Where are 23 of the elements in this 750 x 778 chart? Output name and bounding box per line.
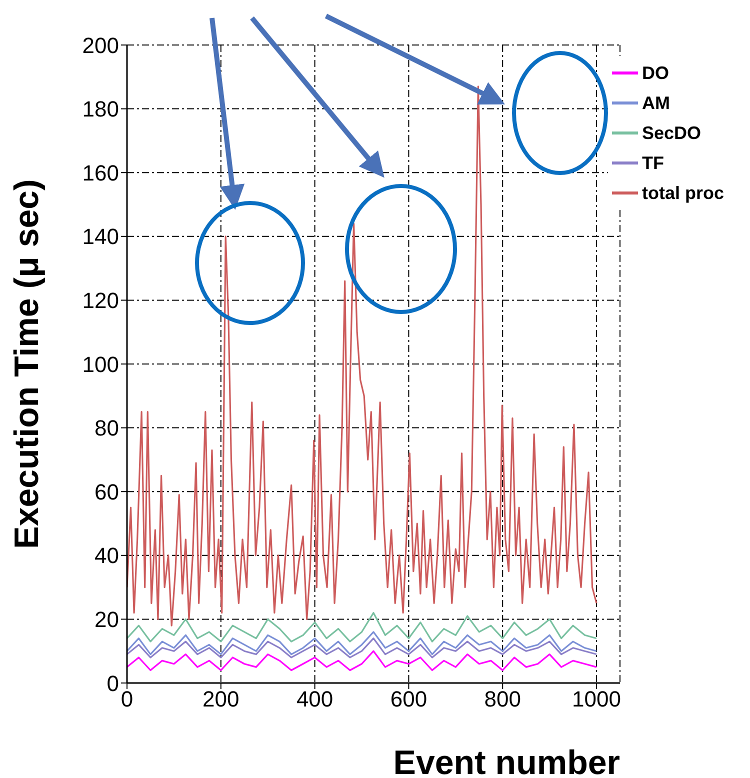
y-tick-label: 160 — [82, 160, 119, 186]
y-tick-label: 40 — [94, 543, 119, 568]
legend-label: DO — [642, 62, 669, 84]
x-tick-label: 800 — [484, 686, 521, 712]
y-axis-title: Execution Time (μ sec) — [8, 179, 46, 549]
y-tick-label: 60 — [94, 479, 119, 504]
x-tick-label: 600 — [390, 686, 428, 712]
x-tick-label: 400 — [296, 686, 334, 712]
legend-label: SecDO — [642, 122, 702, 144]
legend-label: AM — [642, 92, 670, 114]
x-tick-label: 200 — [202, 686, 240, 712]
y-tick-label: 180 — [82, 96, 119, 122]
legend-label: TF — [642, 152, 664, 174]
x-tick-label: 1000 — [572, 686, 621, 712]
y-tick-label: 0 — [106, 670, 119, 696]
legend-label: total proc — [642, 182, 724, 204]
y-tick-label: 200 — [82, 32, 119, 58]
y-tick-label: 20 — [94, 607, 119, 632]
y-tick-label: 80 — [94, 416, 119, 441]
x-axis-title: Event number — [393, 744, 620, 778]
y-tick-label: 120 — [82, 288, 119, 314]
y-tick-label: 100 — [82, 352, 119, 377]
y-tick-label: 140 — [82, 224, 119, 250]
